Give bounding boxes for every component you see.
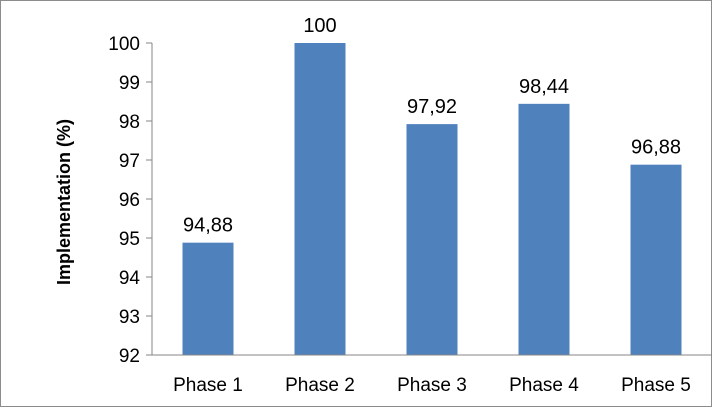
- y-tick-label: 93: [119, 307, 140, 328]
- bar: [294, 43, 346, 355]
- data-label: 96,88: [631, 137, 681, 159]
- bar: [406, 124, 458, 356]
- data-labels: 94,88 100 97,92 98,44 96,88: [183, 15, 681, 237]
- y-axis-ticks: [146, 42, 152, 356]
- y-tick-label: 95: [119, 229, 140, 250]
- x-tick-label: Phase 5: [621, 375, 691, 396]
- x-tick-label: Phase 2: [285, 375, 355, 396]
- bar: [518, 103, 570, 355]
- y-tick-label: 96: [119, 190, 140, 211]
- data-label: 94,88: [183, 215, 233, 237]
- y-tick-label: 99: [119, 73, 140, 94]
- y-tick-label: 98: [119, 112, 140, 133]
- x-tick-label: Phase 1: [173, 375, 243, 396]
- x-tick-label: Phase 3: [397, 375, 467, 396]
- y-axis-tick-labels: 92 93 94 95 96 97 98 99 100: [108, 34, 140, 367]
- y-tick-label: 94: [119, 268, 141, 289]
- x-tick-label: Phase 4: [509, 375, 579, 396]
- bar: [630, 164, 682, 355]
- data-label: 100: [303, 15, 336, 37]
- data-label: 98,44: [519, 76, 569, 98]
- y-tick-label: 100: [108, 34, 140, 55]
- data-label: 97,92: [407, 96, 457, 118]
- y-tick-label: 92: [119, 346, 140, 367]
- bars: [182, 43, 682, 356]
- y-axis-title: Implementation (%): [54, 119, 74, 285]
- y-tick-label: 97: [119, 151, 140, 172]
- bar: [182, 242, 234, 355]
- x-axis-tick-labels: Phase 1 Phase 2 Phase 3 Phase 4 Phase 5: [173, 375, 691, 396]
